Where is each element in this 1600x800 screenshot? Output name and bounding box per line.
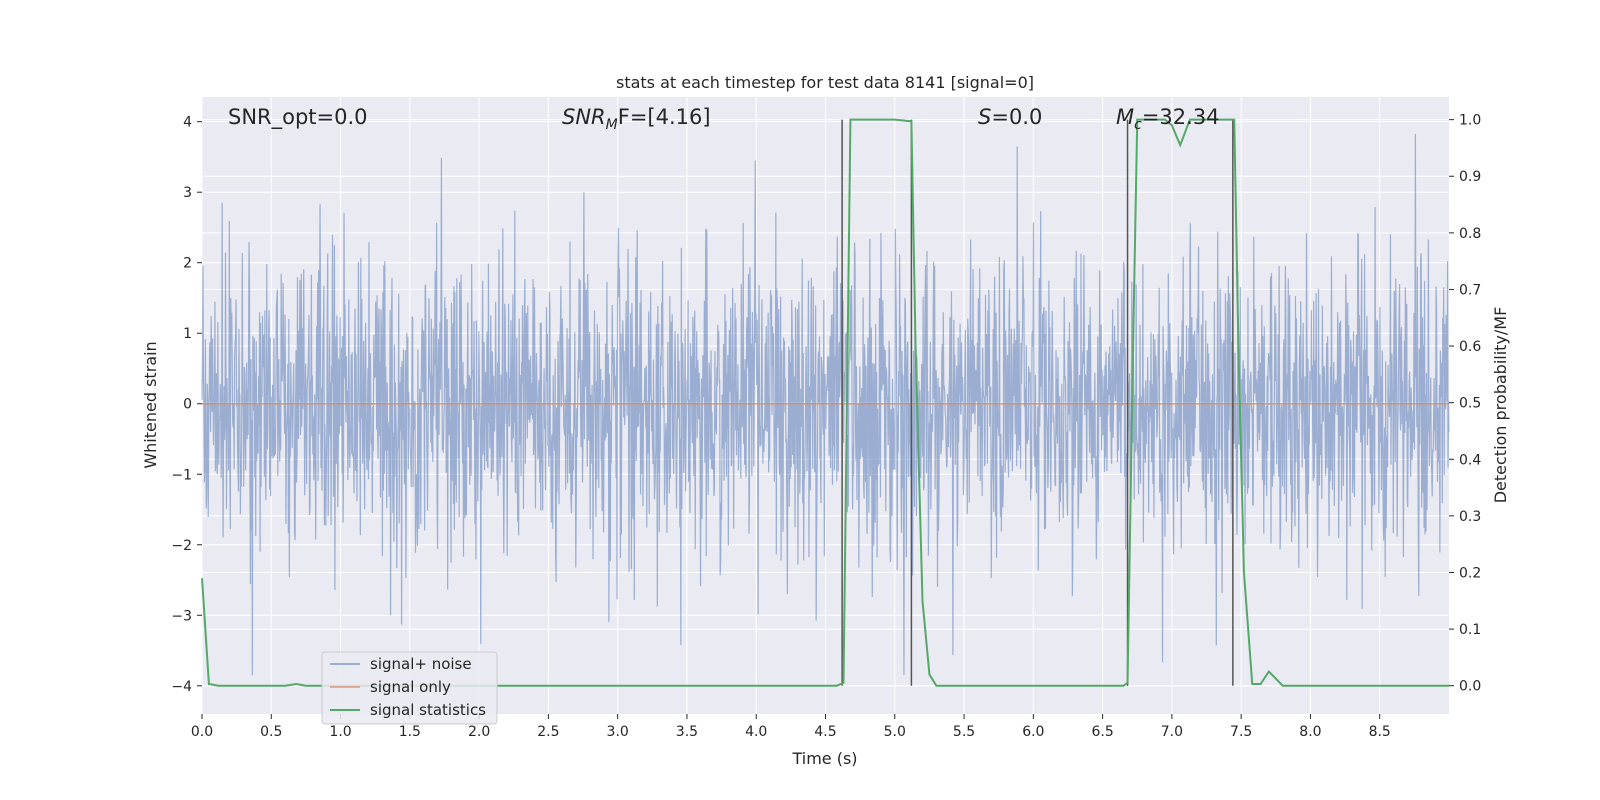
y-tick-label-right: 0.0	[1459, 679, 1481, 695]
annotation-s: S=0.0	[978, 105, 1042, 129]
mc-sub: c	[1134, 117, 1142, 133]
y-tick-label-right: 0.1	[1459, 622, 1481, 638]
y-tick-label-right: 0.4	[1459, 452, 1481, 468]
y-tick-label-left: −2	[171, 538, 192, 554]
y-tick-label-right: 0.5	[1459, 396, 1481, 412]
x-tick-label: 1.5	[399, 724, 421, 740]
s-rest: =0.0	[991, 105, 1042, 129]
x-tick-label: 0.5	[260, 724, 282, 740]
y-axis-label-right: Detection probability/MF	[1491, 307, 1510, 504]
annotation-mc: Mc=32.34	[1116, 105, 1220, 133]
x-tick-label: 0.0	[191, 724, 213, 740]
x-tick-label: 2.5	[537, 724, 559, 740]
chart-title: stats at each timestep for test data 814…	[616, 73, 1034, 92]
legend-label-signal-only: signal only	[370, 678, 451, 696]
axis-ticks: 0.0 0.5 1.0 1.5 2.0 2.5 3.0 3.5 4.0 4.5 5.0 5.5 6.0 6…	[171, 113, 1481, 740]
legend-label-signal-noise: signal+ noise	[370, 655, 472, 673]
annotation-snr-mf: SNRMF=[4.16]	[562, 105, 711, 133]
y-tick-label-right: 0.3	[1459, 509, 1481, 525]
x-tick-label: 6.5	[1091, 724, 1113, 740]
mc-main: M	[1116, 105, 1134, 129]
y-tick-label-left: −4	[171, 679, 192, 695]
y-tick-label-left: 1	[183, 326, 192, 342]
y-tick-label-left: −3	[171, 608, 192, 624]
x-tick-label: 2.0	[468, 724, 490, 740]
s-italic: S	[978, 105, 991, 129]
mc-rest: =32.34	[1142, 105, 1220, 129]
annotation-snr-opt: SNR_opt=0.0	[228, 105, 368, 130]
y-tick-label-right: 0.7	[1459, 282, 1481, 298]
x-tick-label: 8.5	[1369, 724, 1391, 740]
snr-mf-rest: F=[4.16]	[618, 105, 711, 129]
legend-label-signal-statistics: signal statistics	[370, 701, 486, 719]
x-tick-label: 4.5	[814, 724, 836, 740]
x-tick-label: 7.5	[1230, 724, 1252, 740]
x-tick-label: 7.0	[1161, 724, 1183, 740]
x-axis-label: Time (s)	[791, 749, 857, 768]
snr-mf-sub: M	[606, 117, 618, 133]
x-tick-label: 6.0	[1022, 724, 1044, 740]
series-lines	[201, 118, 1449, 687]
snr-mf-main: SNR	[562, 105, 606, 129]
y-tick-label-left: −1	[171, 467, 192, 483]
x-tick-label: 5.5	[953, 724, 975, 740]
x-tick-label: 1.0	[329, 724, 351, 740]
x-tick-label: 3.0	[607, 724, 629, 740]
y-tick-label-right: 0.2	[1459, 565, 1481, 581]
y-tick-label-right: 0.6	[1459, 339, 1481, 355]
x-tick-label: 5.0	[884, 724, 906, 740]
y-tick-label-left: 0	[183, 397, 192, 413]
x-tick-label: 4.0	[745, 724, 767, 740]
legend-box	[321, 651, 498, 725]
x-tick-label: 3.5	[676, 724, 698, 740]
y-tick-label-right: 0.8	[1459, 226, 1481, 242]
y-tick-label-left: 2	[183, 256, 192, 272]
y-tick-label-left: 3	[183, 185, 192, 201]
y-tick-label-left: 4	[183, 115, 192, 131]
y-axis-label-left: Whitened strain	[141, 341, 160, 468]
y-tick-label-right: 1.0	[1459, 113, 1481, 129]
x-tick-label: 8.0	[1299, 724, 1321, 740]
legend: signal+ noise signal only signal statist…	[321, 651, 498, 725]
y-tick-label-right: 0.9	[1459, 169, 1481, 185]
